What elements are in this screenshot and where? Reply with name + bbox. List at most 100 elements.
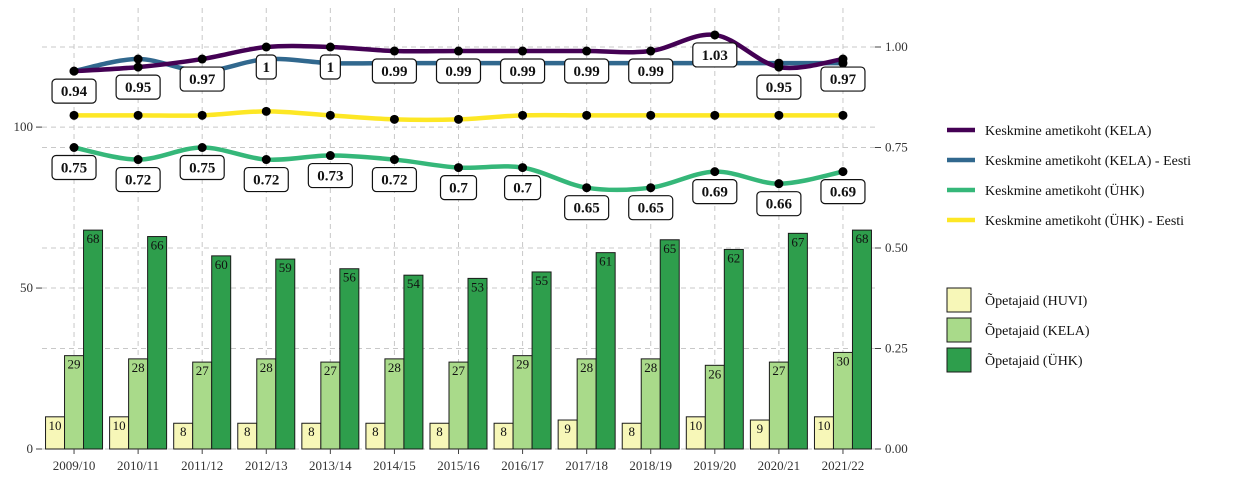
bar-label: 10	[49, 418, 62, 433]
point-label: 1	[327, 60, 335, 76]
point	[133, 110, 143, 120]
bar-label: 28	[580, 360, 593, 375]
point-label: 0.97	[830, 72, 857, 88]
right-tick-label: 0.00	[885, 441, 908, 456]
bar	[211, 255, 232, 450]
point-label-box	[756, 191, 802, 217]
bar-label: 9	[757, 421, 764, 436]
point	[646, 183, 656, 193]
point	[389, 46, 399, 56]
bar-label: 61	[599, 254, 612, 269]
point	[389, 155, 399, 165]
bar-label: 27	[452, 363, 466, 378]
point	[261, 42, 271, 52]
x-tick-label: 2019/20	[693, 458, 736, 473]
point-label-box	[628, 58, 674, 84]
point	[325, 110, 335, 120]
point-label-box	[564, 58, 610, 84]
point-label-box	[179, 154, 225, 181]
bar-label: 26	[708, 366, 722, 381]
point	[710, 167, 720, 177]
point	[197, 143, 207, 152]
bar-label: 8	[308, 424, 315, 439]
bar	[531, 271, 552, 450]
bar	[275, 258, 296, 450]
legend-bar-key	[946, 317, 972, 343]
bar-label: 54	[407, 276, 421, 291]
point	[838, 110, 848, 120]
point-label-box	[435, 58, 482, 84]
bar-label: 66	[151, 238, 165, 253]
point	[582, 46, 592, 56]
bar-label: 29	[516, 357, 529, 372]
right-tick-label: 0.75	[885, 140, 908, 155]
point	[389, 114, 399, 124]
point-label: 1	[263, 60, 271, 76]
bar-label: 8	[180, 424, 187, 439]
bar-label: 56	[343, 270, 357, 285]
point	[69, 66, 79, 76]
right-tick-label: 1.00	[885, 39, 908, 54]
x-tick-label: 2015/16	[437, 458, 480, 473]
bar-label: 9	[564, 421, 571, 436]
bar	[659, 239, 680, 450]
point-label-box	[371, 166, 418, 193]
point	[774, 179, 784, 189]
bar-label: 8	[628, 424, 635, 439]
bar-label: 27	[196, 363, 210, 378]
point-label-box	[319, 54, 341, 80]
legend-bar-key	[946, 347, 972, 373]
point-label: 0.7	[513, 181, 532, 197]
x-tick-label: 2011/12	[181, 458, 223, 473]
point-label-box	[628, 195, 674, 221]
point-label-box	[51, 78, 97, 104]
left-tick-label: 50	[20, 280, 33, 295]
bar-label: 68	[87, 231, 100, 246]
point-label-box	[564, 195, 610, 221]
point-label-box	[499, 58, 546, 84]
lines: 0.94 0.95 0.97 1 1 0.99 0.99 0.99 0.99 0.99 1.03 0.…	[51, 30, 866, 221]
point	[454, 114, 463, 124]
point	[133, 62, 143, 72]
point-label: 0.99	[574, 64, 600, 80]
point	[774, 110, 784, 120]
point-label: 0.95	[125, 80, 151, 96]
x-tick-label: 2012/13	[245, 458, 288, 473]
point-label-box	[692, 42, 738, 68]
point-label: 0.7	[449, 181, 468, 197]
point	[710, 30, 720, 40]
bar-label: 62	[727, 250, 740, 265]
point-label-box	[820, 66, 866, 92]
bars: 10 10 8 8 8 8 8 8 9 8 10 9 10 29 28 27 28 27 28 27 29 28 28 26 2…	[45, 229, 872, 450]
bar-label: 53	[471, 279, 484, 294]
point	[646, 110, 656, 120]
point-label: 0.65	[574, 201, 600, 217]
bar-label: 10	[817, 418, 830, 433]
point	[838, 54, 848, 64]
point	[518, 110, 528, 120]
point	[69, 110, 79, 120]
point-label: 0.99	[638, 64, 664, 80]
point-label: 0.99	[509, 64, 535, 80]
bar-label: 28	[260, 360, 273, 375]
point-label-box	[115, 74, 161, 100]
point-label-box	[179, 66, 225, 92]
bar-label: 29	[68, 357, 81, 372]
right-tick-label: 0.50	[885, 240, 908, 255]
point	[197, 54, 207, 64]
x-tick-label: 2014/15	[373, 458, 416, 473]
bar	[851, 229, 872, 450]
bar-label: 28	[388, 360, 401, 375]
point-label: 0.72	[125, 173, 151, 189]
x-tick-label: 2010/11	[117, 458, 159, 473]
point	[325, 42, 335, 52]
legend-bar-label: Õpetajaid (HUVI)	[985, 292, 1088, 309]
point	[646, 46, 656, 56]
left-tick-label: 100	[14, 119, 34, 134]
point-label: 0.97	[189, 72, 216, 88]
point-label: 0.69	[830, 185, 856, 201]
bar-label: 10	[113, 418, 126, 433]
point-label-box	[439, 175, 478, 201]
bar-label: 55	[535, 273, 548, 288]
point-label-box	[307, 162, 353, 189]
